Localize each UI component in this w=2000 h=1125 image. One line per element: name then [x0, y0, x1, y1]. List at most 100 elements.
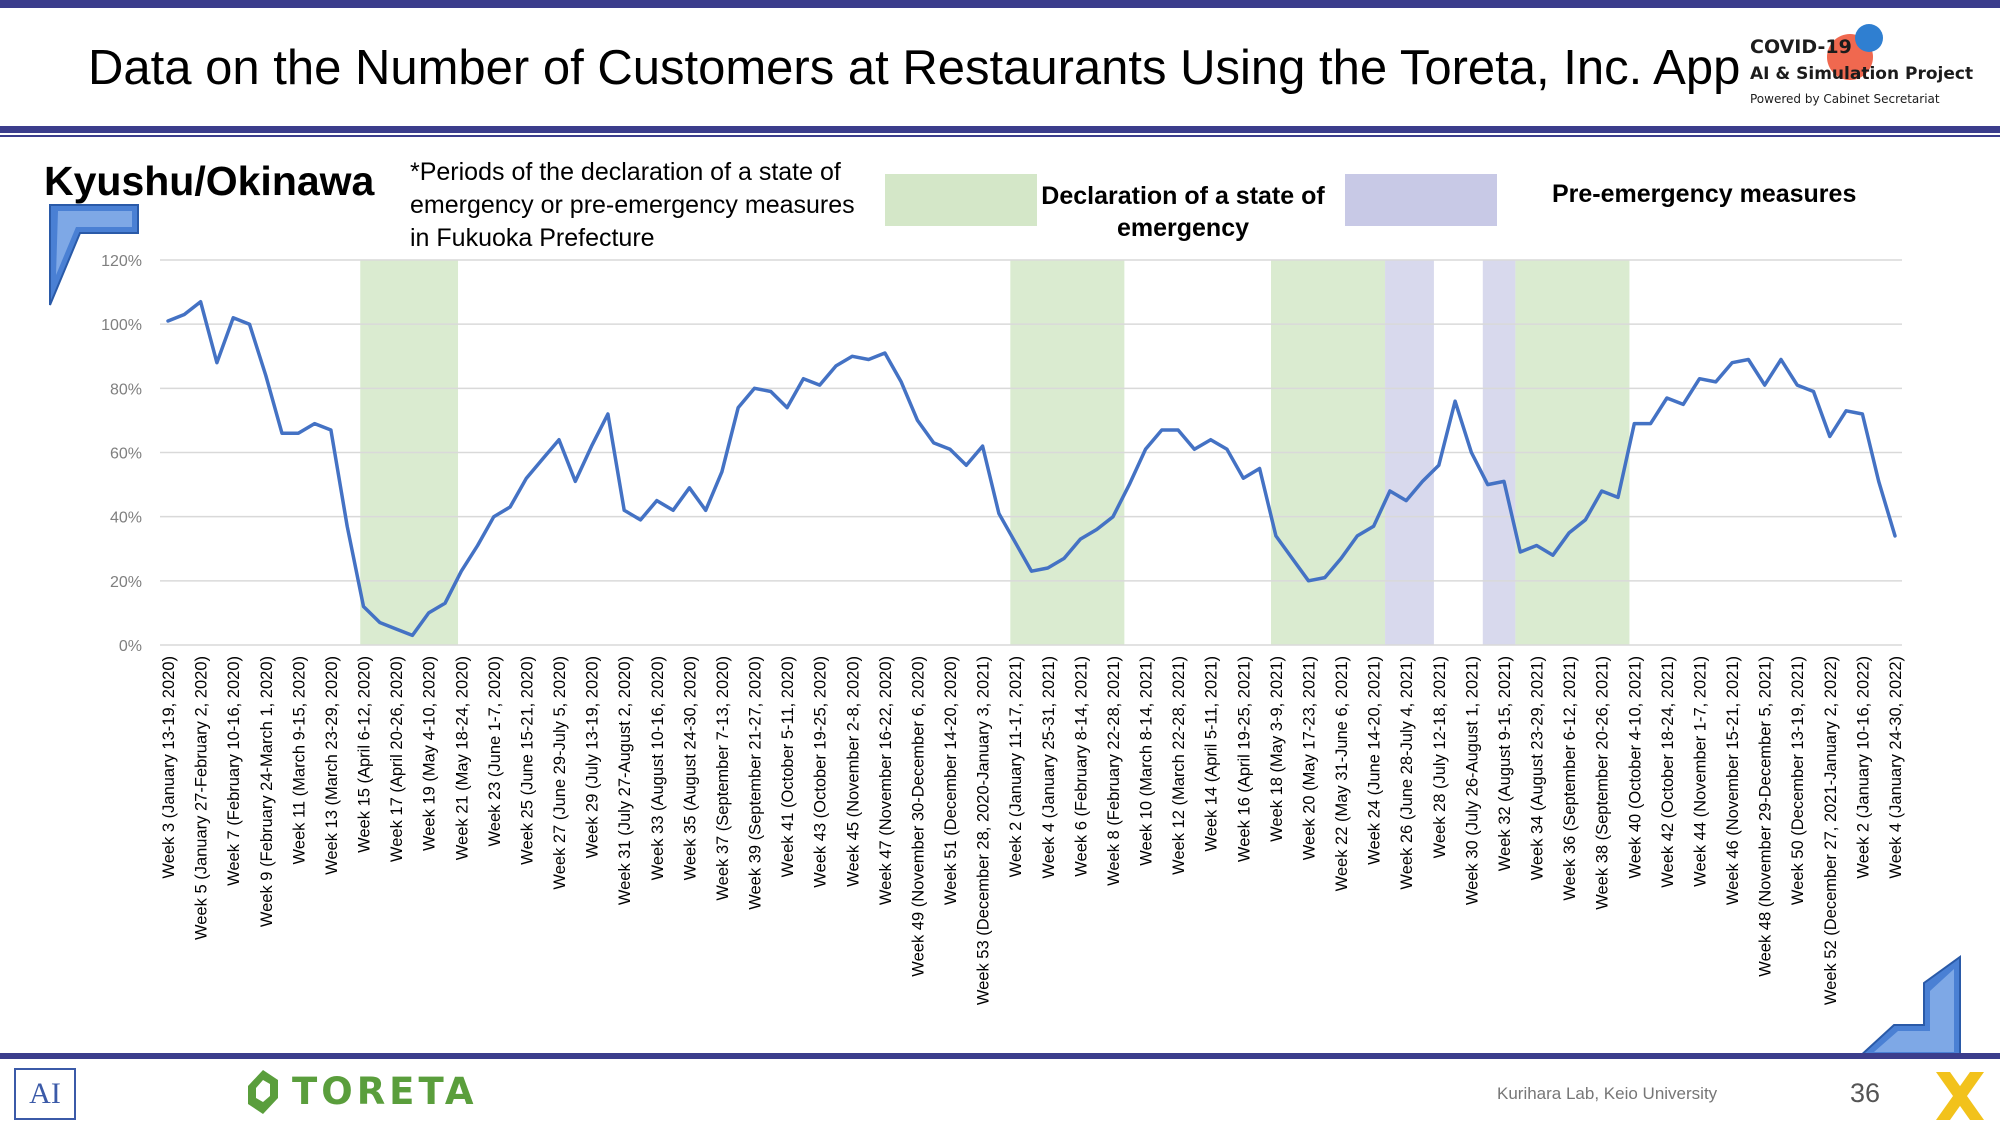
x-tick-label: Week 2 (January 11-17, 2021)	[1007, 656, 1025, 877]
data-point	[476, 544, 479, 547]
data-point	[1861, 412, 1864, 416]
data-point	[997, 512, 1001, 515]
legend-label-emergency: Declaration of a state of emergency	[1041, 182, 1325, 242]
data-point	[802, 377, 805, 380]
x-tick-label: Week 48 (November 29-December 5, 2021)	[1757, 656, 1775, 977]
page-number: 36	[1850, 1078, 1881, 1108]
data-point	[899, 380, 903, 384]
corner-arrow-decoration	[49, 204, 139, 306]
x-tick-label: Week 27 (June 29-July 5, 2020)	[551, 656, 569, 890]
data-point	[280, 432, 284, 435]
data-point	[1242, 476, 1245, 480]
data-point	[639, 518, 642, 522]
data-point	[1730, 361, 1734, 364]
y-tick-label: 0%	[119, 638, 142, 655]
top-accent-bar	[0, 0, 2000, 8]
x-tick-label: Week 47 (November 16-22, 2020)	[877, 656, 895, 905]
data-point	[215, 361, 219, 364]
data-point	[1812, 390, 1815, 393]
x-tick-label: Week 15 (April 6-12, 2020)	[356, 656, 374, 853]
data-point	[541, 457, 544, 461]
legend-label-pre-emergency: Pre-emergency measures	[1552, 180, 1857, 208]
data-point	[1046, 566, 1049, 570]
data-point	[606, 412, 610, 416]
data-point	[1796, 383, 1799, 387]
data-point	[1388, 489, 1392, 493]
data-point	[1405, 499, 1408, 502]
data-point	[1323, 576, 1326, 579]
footer-credit: Kurihara Lab, Keio University	[1497, 1084, 1718, 1103]
data-point	[1551, 553, 1555, 557]
x-tick-label: Week 52 (December 27, 2021-January 2, 20…	[1822, 656, 1840, 1005]
x-tick-label: Week 42 (October 18-24, 2021)	[1659, 656, 1677, 888]
data-point	[851, 355, 854, 358]
logo-blue-circle	[1855, 24, 1883, 52]
y-tick-label: 100%	[101, 317, 142, 334]
data-point	[1681, 403, 1685, 406]
data-point	[362, 605, 365, 608]
data-point	[1160, 428, 1164, 432]
data-point	[622, 509, 626, 512]
data-point	[769, 390, 773, 393]
x-tick-label: Week 41 (October 5-11, 2020)	[779, 656, 797, 877]
x-tick-label: Week 30 (July 26-August 1, 2021)	[1463, 656, 1481, 905]
x-tick-label: Week 12 (March 22-28, 2021)	[1170, 656, 1188, 875]
x-tick-label: Week 8 (February 22-28, 2021)	[1105, 656, 1123, 886]
data-point	[346, 525, 349, 528]
slide-title: Data on the Number of Customers at Resta…	[88, 41, 1741, 95]
data-point	[932, 441, 935, 445]
data-point	[1519, 550, 1522, 554]
data-point	[1339, 557, 1343, 560]
x-tick-label: Week 40 (October 4-10, 2021)	[1626, 656, 1644, 879]
legend-swatch-pre-emergency	[1345, 174, 1497, 226]
data-point	[411, 634, 414, 637]
data-point	[1633, 422, 1636, 425]
data-point	[704, 509, 707, 512]
x-tick-label: Week 39 (September 21-27, 2020)	[747, 656, 765, 910]
x-tick-label: Week 16 (April 19-25, 2021)	[1235, 656, 1253, 862]
data-point	[492, 515, 496, 518]
lab-logo: AI	[14, 1068, 76, 1120]
data-point	[329, 428, 333, 432]
data-point	[1356, 534, 1359, 538]
data-point	[1470, 451, 1473, 454]
data-point	[199, 300, 202, 303]
x-tick-label: Week 23 (June 1-7, 2020)	[486, 656, 504, 846]
data-point	[443, 602, 447, 605]
data-point	[460, 570, 463, 573]
region-title: Kyushu/Okinawa	[44, 158, 375, 204]
data-point	[1014, 541, 1017, 544]
data-point	[965, 464, 968, 467]
data-point	[883, 351, 887, 355]
x-tick-label: Week 13 (March 23-29, 2020)	[323, 656, 341, 875]
x-tick-label: Week 36 (September 6-12, 2021)	[1561, 656, 1579, 901]
data-point	[1567, 531, 1571, 534]
data-point	[688, 486, 691, 489]
data-point	[313, 422, 316, 425]
data-point	[1372, 525, 1375, 528]
logo-line-1: COVID-19	[1750, 36, 1852, 58]
x-tick-label: Week 43 (October 19-25, 2020)	[812, 656, 830, 888]
data-point	[394, 627, 398, 631]
title-divider	[0, 126, 2000, 133]
x-tick-label: Week 26 (June 28-July 4, 2021)	[1398, 656, 1416, 890]
data-point	[1535, 544, 1538, 547]
y-tick-label: 20%	[110, 574, 142, 591]
x-tick-label: Week 31 (July 27-August 2, 2020)	[616, 656, 634, 905]
x-tick-label: Week 49 (November 30-December 6, 2020)	[909, 656, 927, 977]
data-point	[655, 499, 658, 502]
x-tick-label: Week 10 (March 8-14, 2021)	[1138, 656, 1156, 866]
data-point	[1274, 534, 1278, 538]
data-point	[1877, 480, 1880, 483]
data-point	[1030, 570, 1033, 573]
x-tick-label: Week 4 (January 25-31, 2021)	[1040, 656, 1058, 879]
data-point	[166, 319, 170, 323]
data-point	[378, 621, 382, 624]
data-point	[1437, 464, 1441, 467]
x-tick-label: Week 7 (February 10-16, 2020)	[225, 656, 243, 886]
data-point	[557, 438, 561, 441]
data-point	[248, 322, 251, 326]
y-tick-label: 40%	[110, 510, 142, 527]
x-mark-logo	[1936, 1072, 1984, 1120]
data-point	[948, 448, 952, 451]
